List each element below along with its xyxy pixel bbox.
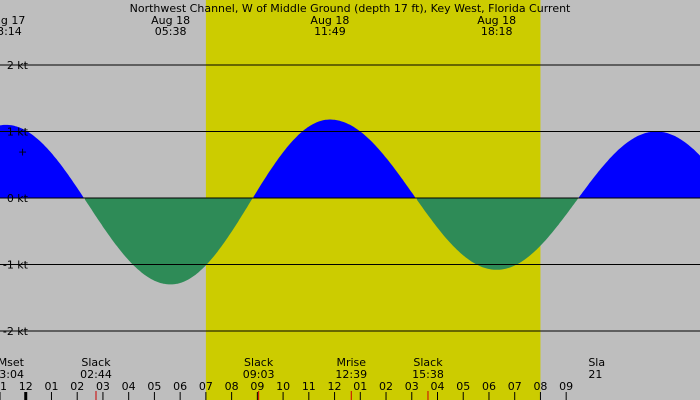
y-tick-label: -2 kt [3, 325, 29, 338]
extreme-date-label: Aug 18 [477, 14, 516, 27]
hour-tick-label: 01 [353, 380, 367, 393]
hour-tick-label: 10 [276, 380, 290, 393]
y-tick-label: -1 kt [3, 259, 29, 272]
event-name-label: Mrise [336, 356, 366, 369]
event-name-label: Slack [244, 356, 274, 369]
hour-tick-label: 07 [199, 380, 213, 393]
hour-tick-label: 08 [225, 380, 239, 393]
flood-area-2 [253, 119, 416, 198]
hour-tick-label: 08 [533, 380, 547, 393]
event-time-label: 15:38 [412, 368, 444, 381]
extreme-date-label: Aug 17 [0, 14, 25, 27]
hour-tick-label: 04 [431, 380, 445, 393]
flood-area-0 [0, 124, 84, 198]
extreme-date-label: Aug 18 [151, 14, 190, 27]
hour-tick-label: 12 [19, 380, 33, 393]
event-time-label: 09:03 [243, 368, 275, 381]
event-name-label: Mset [0, 356, 25, 369]
extreme-time-label: 11:49 [314, 25, 346, 38]
hour-tick-label: 07 [508, 380, 522, 393]
event-time-label: 02:44 [80, 368, 112, 381]
extreme-time-label: 23:14 [0, 25, 22, 38]
hour-tick-label: 09 [559, 380, 573, 393]
ebb-area-3 [416, 198, 578, 270]
event-time-label: 03:04 [0, 368, 24, 381]
event-name-label: Slack [81, 356, 111, 369]
max-marker: + [18, 145, 27, 158]
hour-tick-label: 11 [0, 380, 7, 393]
hour-tick-label: 05 [147, 380, 161, 393]
event-name-label: Sla [588, 356, 605, 369]
event-time-label: 21 [588, 368, 602, 381]
ebb-area-1 [84, 198, 253, 285]
event-name-label: Slack [413, 356, 443, 369]
chart-title: Northwest Channel, W of Middle Ground (d… [130, 2, 571, 15]
event-time-label: 12:39 [335, 368, 367, 381]
hour-tick-label: 09 [250, 380, 264, 393]
extreme-date-label: Aug 18 [310, 14, 349, 27]
hour-tick-label: 03 [96, 380, 110, 393]
y-tick-label: 2 kt [7, 59, 29, 72]
hour-tick-label: 02 [70, 380, 84, 393]
y-axis-labels: 2 kt 1 kt 0 kt -1 kt -2 kt [3, 59, 29, 338]
hour-tick-label: 06 [482, 380, 496, 393]
hour-tick-label: 11 [302, 380, 316, 393]
hour-tick-label: 04 [122, 380, 136, 393]
hour-tick-label: 02 [379, 380, 393, 393]
hour-tick-label: 06 [173, 380, 187, 393]
flood-area-4 [579, 131, 700, 198]
extreme-time-label: 18:18 [481, 25, 513, 38]
extreme-time-label: 05:38 [155, 25, 187, 38]
y-tick-label: 0 kt [7, 192, 29, 205]
grid-lines [0, 64, 700, 332]
hour-tick-label: 03 [405, 380, 419, 393]
hour-axis: 11 12 01 02 03 04 05 06 07 08 09 10 11 12 01 02 03 04 05 06… [0, 380, 573, 400]
y-tick-label: 1 kt [7, 126, 29, 139]
hour-tick-label: 12 [328, 380, 342, 393]
event-labels: Mset03:04Slack02:44Slack09:03Mrise12:39S… [0, 356, 605, 400]
current-curve: + [0, 119, 700, 285]
hour-tick-label: 01 [44, 380, 58, 393]
hour-tick-label: 05 [456, 380, 470, 393]
